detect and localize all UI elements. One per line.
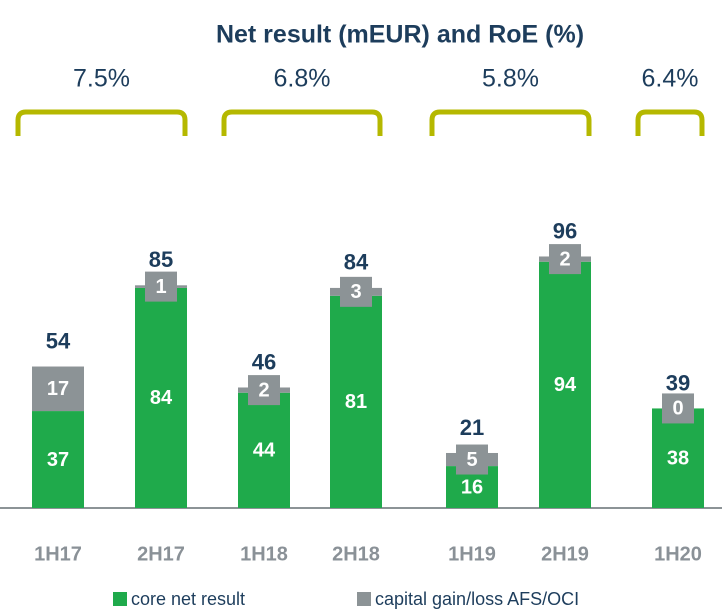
x-tick-label: 1H20 xyxy=(654,543,702,565)
bar-segment xyxy=(135,287,187,508)
bar-segment xyxy=(330,295,382,508)
roe-bracket xyxy=(635,109,705,136)
segment-label: 3 xyxy=(350,281,361,303)
bar-segment xyxy=(539,261,591,508)
total-label: 46 xyxy=(252,349,276,374)
roe-label: 6.8% xyxy=(274,65,331,93)
total-label: 54 xyxy=(46,328,71,353)
total-label: 39 xyxy=(666,370,690,395)
segment-label: 94 xyxy=(554,374,577,396)
x-tick-label: 1H17 xyxy=(34,543,82,565)
legend-swatch xyxy=(357,592,371,606)
segment-label: 44 xyxy=(253,440,276,462)
bar-segment xyxy=(238,392,290,508)
legend-swatch xyxy=(113,592,127,606)
x-tick-label: 2H17 xyxy=(137,543,185,565)
segment-label: 17 xyxy=(47,378,69,400)
x-tick-label: 1H19 xyxy=(448,543,496,565)
x-tick-label: 1H18 xyxy=(240,543,288,565)
segment-label: 84 xyxy=(150,387,173,409)
label-box xyxy=(662,393,694,424)
chart-title: Net result (mEUR) and RoE (%) xyxy=(216,21,584,49)
total-label: 96 xyxy=(553,218,577,243)
label-box xyxy=(456,444,488,475)
segment-label: 2 xyxy=(559,248,570,270)
segment-label: 2 xyxy=(258,379,269,401)
segment-label: 0 xyxy=(672,398,683,420)
legend-label: capital gain/loss AFS/OCI xyxy=(375,589,579,609)
total-label: 21 xyxy=(460,415,484,440)
total-label: 84 xyxy=(344,250,369,275)
x-tick-label: 2H18 xyxy=(332,543,380,565)
segment-label: 37 xyxy=(47,449,69,471)
roe-label: 5.8% xyxy=(482,65,539,93)
bar-segment xyxy=(32,411,84,508)
roe-label: 6.4% xyxy=(642,65,699,93)
segment-label: 38 xyxy=(667,448,689,470)
segment-label: 81 xyxy=(345,391,367,413)
total-label: 85 xyxy=(149,247,173,272)
segment-label: 16 xyxy=(461,476,483,498)
label-box xyxy=(145,271,177,302)
label-box xyxy=(549,244,581,275)
label-box xyxy=(248,375,280,406)
bar-segment xyxy=(652,408,704,508)
segment-label: 1 xyxy=(155,276,166,298)
roe-bracket xyxy=(15,109,188,136)
roe-bracket xyxy=(221,109,383,136)
x-tick-label: 2H19 xyxy=(541,543,589,565)
legend-label: core net result xyxy=(131,589,245,609)
label-box xyxy=(340,276,372,307)
roe-label: 7.5% xyxy=(73,65,130,93)
segment-label: 5 xyxy=(466,449,477,471)
bar-segment xyxy=(32,366,84,412)
roe-bracket xyxy=(429,109,592,136)
